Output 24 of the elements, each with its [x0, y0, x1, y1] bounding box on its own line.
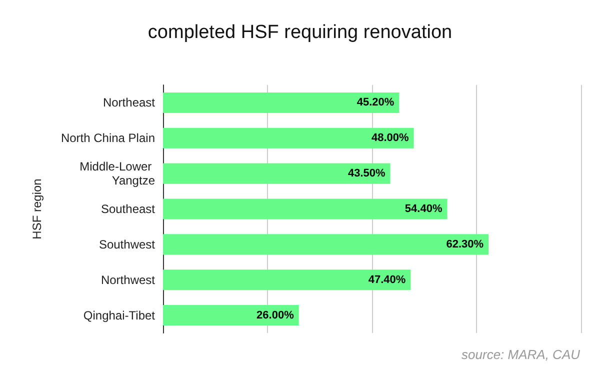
- y-tick-label: North China Plain: [60, 131, 155, 146]
- bar: [163, 305, 299, 326]
- data-label: 45.20%: [356, 96, 394, 109]
- bar: [163, 163, 390, 184]
- bar: [163, 198, 448, 220]
- bar: [163, 128, 414, 148]
- chart-title: completed HSF requiring renovation: [148, 22, 452, 43]
- y-tick-label: Northeast: [102, 96, 156, 110]
- y-tick-label: Southwest: [98, 237, 156, 252]
- data-label: 48.00%: [371, 132, 410, 144]
- data-label: 47.40%: [368, 274, 406, 286]
- source-note: source: MARA, CAU: [462, 347, 581, 362]
- y-axis-title: HSF region: [30, 178, 44, 240]
- data-label: 54.40%: [404, 203, 442, 215]
- data-label: 43.50%: [348, 168, 386, 180]
- y-tick-label: Qinghai-Tibet: [83, 308, 156, 322]
- y-tick-label: Northwest: [100, 272, 156, 287]
- bar: [163, 270, 411, 290]
- y-tick-label: Middle-Lower Yangtze: [80, 160, 156, 188]
- bar: [163, 234, 489, 255]
- y-tick-label: Southeast: [100, 202, 156, 216]
- data-label: 26.00%: [256, 309, 294, 322]
- data-label: 62.30%: [446, 238, 484, 250]
- bar: [163, 92, 400, 113]
